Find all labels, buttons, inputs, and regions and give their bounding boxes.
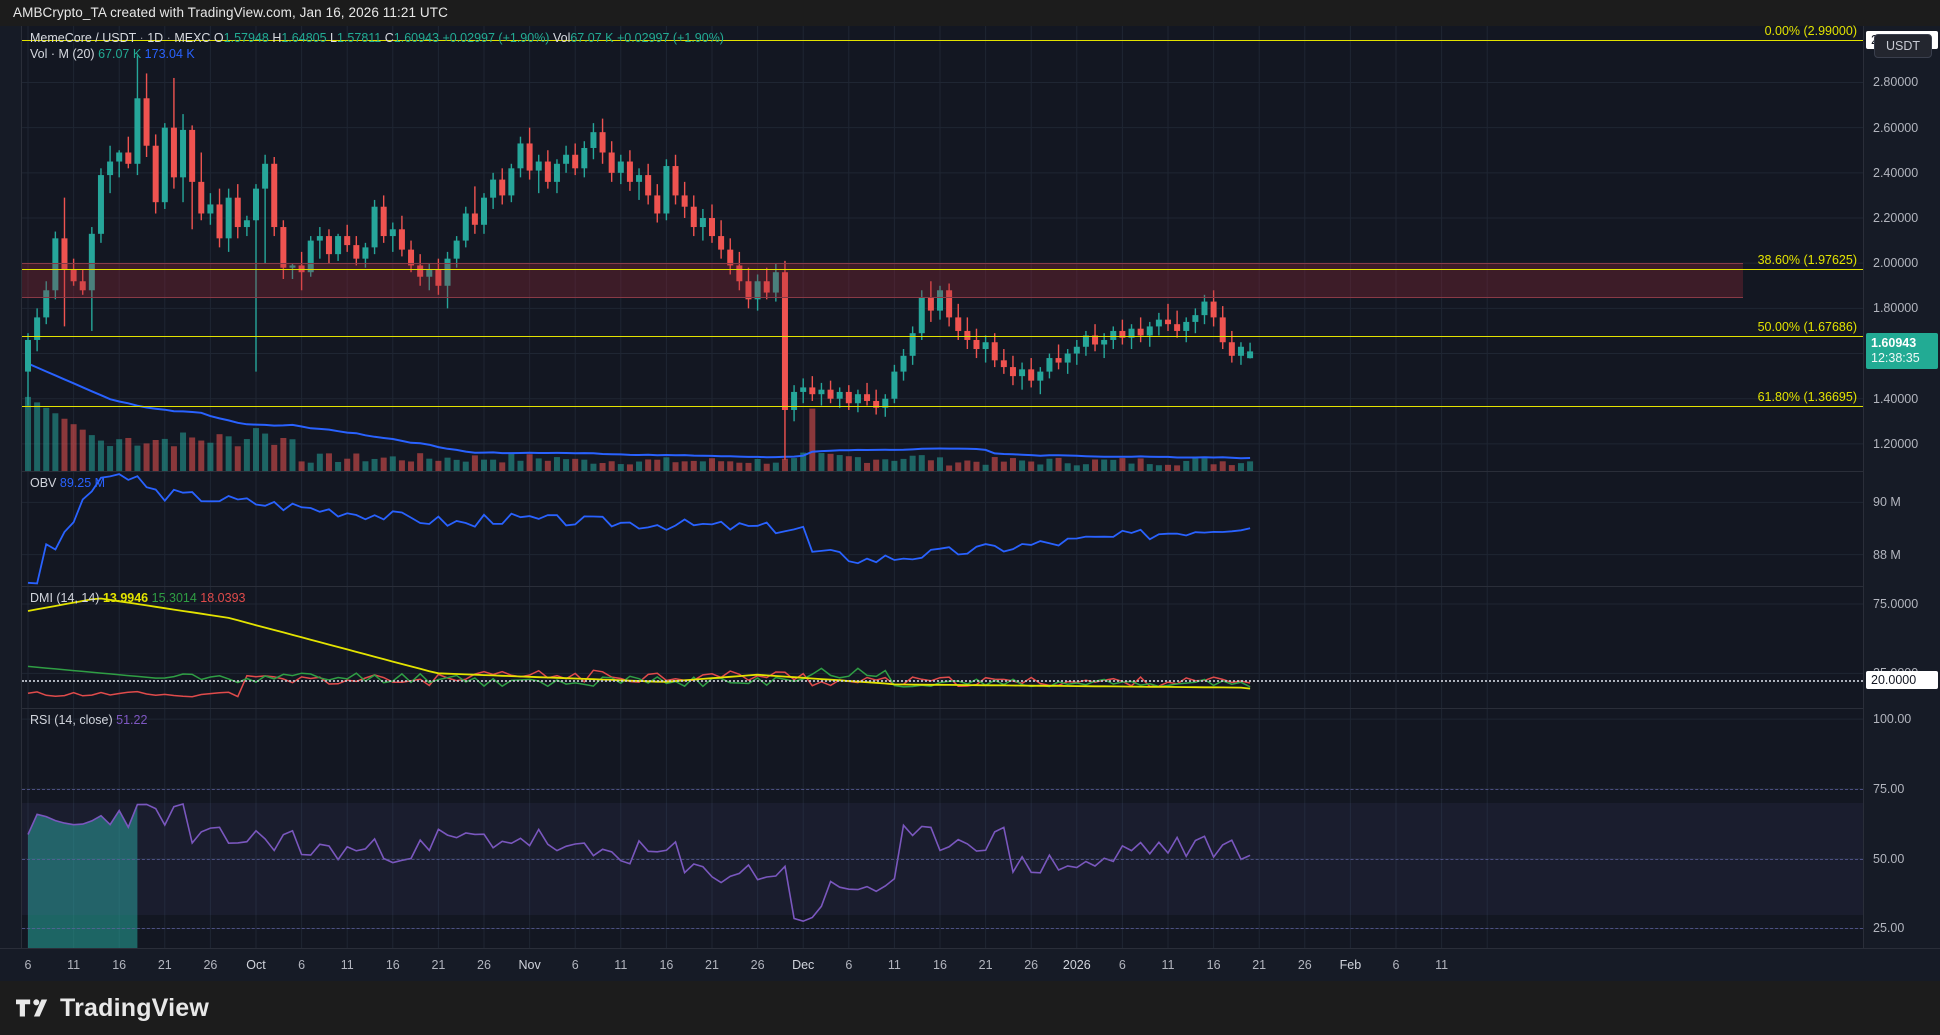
rsi-pane-separator [22, 708, 1863, 709]
rsi-tick: 75.00 [1873, 781, 1905, 796]
dmi-pane[interactable]: DMI (14, 14) 13.9946 15.3014 18.0393 [22, 586, 1863, 708]
obv-tick: 90 M [1873, 495, 1901, 510]
price-tick: 1.20000 [1873, 436, 1919, 451]
fib-line-6180 [22, 406, 1863, 408]
chart-area[interactable]: 2.80000 2.60000 2.40000 2.20000 2.00000 1.800… [0, 23, 1940, 981]
fib-label-3860: 38.60% (1.97625) [1757, 252, 1857, 267]
time-tick: 21 [157, 958, 172, 972]
dmi-tick: 75.0000 [1873, 597, 1919, 612]
time-tick: 16 [1206, 958, 1221, 972]
obv-line-svg [22, 471, 1863, 586]
price-tick: 2.80000 [1873, 75, 1919, 90]
time-tick: 21 [978, 958, 993, 972]
current-price-countdown: 12:38:35 [1871, 351, 1920, 366]
footer-bar: TradingView [0, 981, 1940, 1035]
fib-line-5000 [22, 336, 1863, 338]
time-tick: 6 [1392, 958, 1400, 972]
time-tick: 6 [1118, 958, 1126, 972]
time-tick: Oct [246, 958, 266, 972]
price-tick: 1.40000 [1873, 391, 1919, 406]
attribution-bar: AMBCrypto_TA created with TradingView.co… [0, 0, 1940, 26]
time-tick: 21 [1252, 958, 1267, 972]
time-tick: Nov [518, 958, 541, 972]
dmi-pane-separator [22, 586, 1863, 587]
rsi-tick: 100.00 [1873, 712, 1912, 727]
time-tick: 6 [298, 958, 306, 972]
time-tick: 21 [705, 958, 719, 972]
time-tick: 2026 [1062, 958, 1091, 972]
time-tick: 6 [845, 958, 853, 972]
rsi-pane[interactable]: RSI (14, close) 51.22 [22, 708, 1863, 948]
time-tick: 16 [933, 958, 947, 972]
obv-pane[interactable]: OBV 89.25 M [22, 471, 1863, 586]
time-tick: 16 [385, 958, 400, 972]
obv-pane-separator [22, 471, 1863, 472]
time-tick: 26 [750, 958, 765, 972]
fib-label-5000: 50.00% (1.67686) [1757, 320, 1857, 335]
fib-label-6180: 61.80% (1.36695) [1757, 390, 1857, 405]
time-tick: Feb [1339, 958, 1362, 972]
rsi-overbought-guide [22, 788, 1863, 790]
fib-label-000: 0.00% (2.99000) [1764, 23, 1857, 38]
price-tick: 2.00000 [1873, 256, 1919, 271]
time-tick: 16 [112, 958, 127, 972]
time-tick: 11 [1161, 958, 1175, 972]
price-tick: 2.20000 [1873, 211, 1919, 225]
current-price-badge: 1.60943 12:38:35 [1866, 333, 1938, 370]
price-pane[interactable]: 0.00% (2.99000) 38.60% (1.97625) 50.00% (1… [22, 23, 1863, 471]
time-tick: 11 [1435, 958, 1449, 972]
time-axis[interactable]: 6 11 16 21 26 Oct 6 11 16 21 26 Nov 6 11 16 21 26 Dec 6 11 1… [0, 948, 1940, 981]
time-tick: 11 [340, 958, 354, 972]
rsi-tick: 25.00 [1873, 921, 1905, 936]
fib-line-000 [22, 39, 1863, 41]
quote-currency-badge[interactable]: USDT [1873, 34, 1932, 58]
time-tick: 11 [614, 958, 628, 972]
dmi-threshold-guide [22, 680, 1863, 683]
price-tick: 1.80000 [1873, 301, 1919, 316]
time-tick: 26 [1024, 958, 1039, 972]
time-tick: 26 [203, 958, 218, 972]
price-axis[interactable]: 2.80000 2.60000 2.40000 2.20000 2.00000 1.800… [1863, 26, 1940, 981]
rsi-tick: 50.00 [1873, 851, 1905, 866]
price-candles-svg [22, 26, 1863, 471]
fib-line-3860 [22, 268, 1863, 270]
left-gutter [0, 26, 22, 948]
dmi-lines-svg [22, 586, 1863, 708]
time-tick: 26 [477, 958, 491, 972]
time-tick: 6 [571, 958, 579, 972]
time-tick: 11 [67, 958, 81, 972]
price-tick: 2.60000 [1873, 120, 1919, 135]
time-tick: 11 [887, 958, 901, 972]
obv-tick: 88 M [1873, 547, 1901, 562]
price-tick: 2.40000 [1873, 165, 1919, 180]
current-price-value: 1.60943 [1871, 336, 1917, 351]
rsi-oversold-guide [22, 928, 1863, 930]
tradingview-logo-icon [16, 997, 50, 1019]
time-tick: Dec [792, 958, 815, 972]
tradingview-wordmark: TradingView [60, 993, 210, 1022]
time-tick: 26 [1297, 958, 1312, 972]
rsi-midline-guide [22, 858, 1863, 860]
time-tick: 6 [24, 958, 32, 972]
dmi-axis-badge: 20.0000 [1866, 671, 1938, 690]
time-tick: 16 [659, 958, 674, 972]
time-tick: 21 [431, 958, 446, 972]
